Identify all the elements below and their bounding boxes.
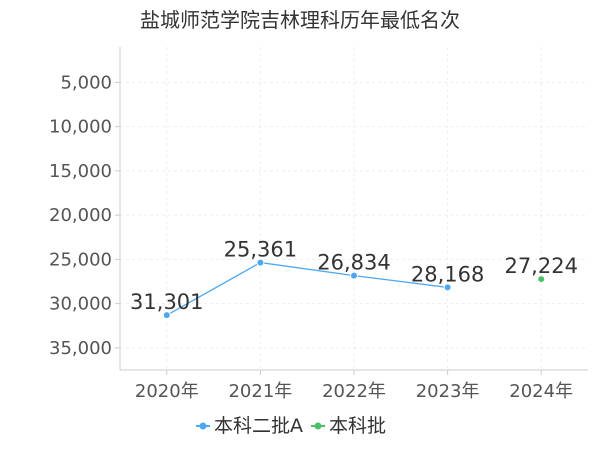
data-point-s0-1 [256, 258, 265, 267]
y-tick-label-5: 30,000 [49, 294, 112, 315]
legend[interactable]: 本科二批A 本科批 [196, 415, 386, 437]
data-label-s0-0: 31,301 [130, 290, 203, 314]
x-tick-label-2: 2022年 [322, 381, 386, 402]
legend-label-1: 本科批 [329, 415, 386, 437]
data-label-s1-4: 27,224 [504, 254, 577, 278]
y-tick-label-6: 35,000 [49, 338, 112, 359]
data-label-s0-1: 25,361 [224, 238, 297, 262]
legend-label-0: 本科二批A [214, 415, 303, 437]
data-point-s0-0 [162, 311, 171, 320]
series-layer [162, 258, 546, 320]
x-tick-label-0: 2020年 [135, 381, 199, 402]
x-tick-label-3: 2023年 [416, 381, 480, 402]
legend-marker-0 [199, 422, 207, 430]
y-tick-label-1: 10,000 [49, 117, 112, 138]
y-tick-label-2: 15,000 [49, 161, 112, 182]
data-point-s1-4 [537, 275, 546, 284]
grid [120, 47, 588, 370]
legend-item-1[interactable]: 本科批 [311, 415, 386, 437]
y-tick-label-0: 5,000 [60, 72, 112, 93]
data-point-s0-3 [443, 283, 452, 292]
data-labels: 31,301 25,361 26,834 28,168 27,224 [130, 238, 578, 315]
x-tick-label-1: 2021年 [228, 381, 292, 402]
series-line-0 [166, 261, 448, 316]
axes: 5,000 10,000 15,000 20,000 25,000 30,000 35,00… [49, 47, 588, 402]
legend-marker-1 [314, 422, 322, 430]
y-tick-label-4: 25,000 [49, 249, 112, 270]
x-tick-label-4: 2024年 [509, 381, 573, 402]
y-tick-label-3: 20,000 [49, 205, 112, 226]
data-point-s0-2 [350, 271, 358, 280]
data-label-s0-3: 28,168 [411, 262, 484, 286]
chart-title: 盐城师范学院吉林理科历年最低名次 [140, 8, 460, 32]
data-label-s0-2: 26,834 [317, 251, 390, 275]
legend-item-0[interactable]: 本科二批A [196, 415, 303, 437]
